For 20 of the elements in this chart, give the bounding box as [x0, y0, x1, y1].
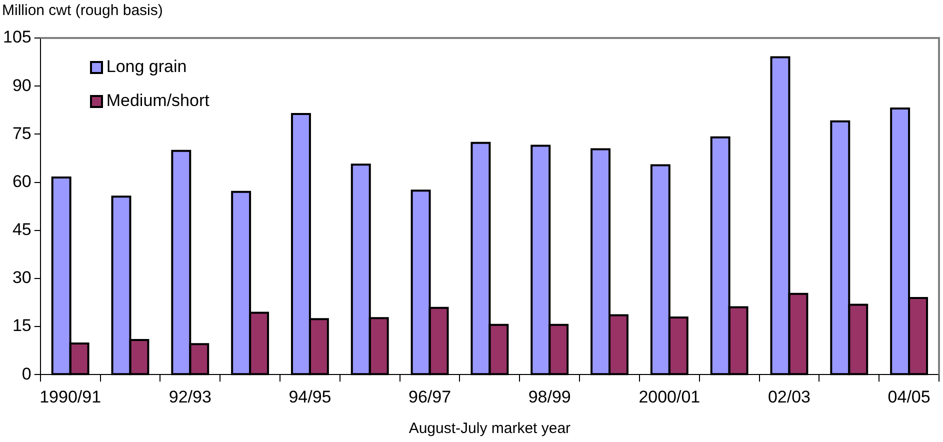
y-tick-label: 105	[2, 28, 32, 47]
x-tick-label: 94/95	[288, 387, 332, 406]
x-tick-label: 98/99	[528, 387, 571, 406]
legend-label: Medium/short	[106, 90, 210, 112]
x-tick-label: 04/05	[888, 387, 930, 406]
y-tick-label: 0	[22, 364, 32, 384]
x-tick-label: 96/97	[408, 387, 452, 406]
legend-label: Long grain	[106, 56, 187, 78]
y-tick-label: 45	[12, 220, 32, 240]
y-tick-label: 60	[12, 172, 32, 191]
x-tick-label: 92/93	[168, 387, 212, 406]
y-tick-label: 90	[12, 76, 32, 95]
y-axis-title: Million cwt (rough basis)	[2, 2, 163, 19]
x-tick-label: 02/03	[768, 387, 810, 406]
y-tick-label: 30	[12, 268, 32, 288]
x-axis-title: August-July market year	[408, 420, 571, 438]
y-tick-label: 75	[12, 124, 32, 143]
y-tick-label: 15	[12, 316, 32, 336]
x-tick-label: 1990/91	[40, 387, 102, 406]
x-tick-label: 2000/01	[638, 387, 700, 406]
